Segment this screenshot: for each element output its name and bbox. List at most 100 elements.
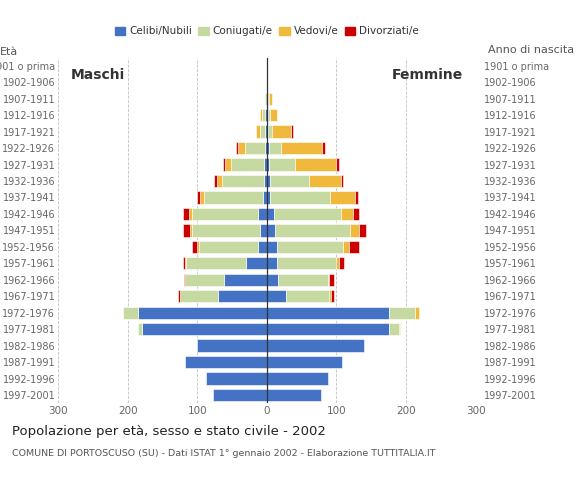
- Text: Età: Età: [0, 47, 18, 57]
- Bar: [270, 192, 330, 204]
- Bar: [183, 224, 190, 237]
- Bar: [330, 192, 355, 204]
- Bar: [399, 323, 400, 336]
- Bar: [267, 224, 275, 237]
- Bar: [262, 109, 266, 121]
- Bar: [267, 323, 389, 336]
- Bar: [191, 224, 260, 237]
- Bar: [295, 158, 336, 171]
- Bar: [266, 109, 267, 121]
- Bar: [267, 109, 268, 121]
- Bar: [340, 208, 353, 220]
- Bar: [268, 109, 270, 121]
- Bar: [267, 372, 328, 384]
- Bar: [340, 175, 343, 187]
- Bar: [184, 356, 267, 368]
- Bar: [329, 290, 331, 302]
- Bar: [179, 290, 180, 302]
- Bar: [268, 125, 271, 138]
- Bar: [291, 125, 292, 138]
- Bar: [212, 389, 267, 401]
- Bar: [343, 240, 349, 253]
- Bar: [191, 208, 259, 220]
- Bar: [270, 175, 309, 187]
- Bar: [259, 208, 267, 220]
- Bar: [353, 208, 358, 220]
- Bar: [218, 290, 267, 302]
- Bar: [184, 274, 186, 286]
- Bar: [259, 240, 267, 253]
- Bar: [123, 307, 138, 319]
- Bar: [269, 93, 273, 105]
- Bar: [267, 389, 321, 401]
- Bar: [205, 372, 267, 384]
- Bar: [264, 175, 267, 187]
- Bar: [350, 224, 358, 237]
- Bar: [222, 175, 264, 187]
- Bar: [225, 158, 231, 171]
- Bar: [142, 323, 267, 336]
- Bar: [329, 274, 334, 286]
- Bar: [277, 257, 336, 269]
- Bar: [267, 307, 389, 319]
- Bar: [197, 240, 198, 253]
- Bar: [336, 158, 339, 171]
- Bar: [271, 125, 291, 138]
- Bar: [322, 142, 325, 154]
- Bar: [270, 109, 277, 121]
- Bar: [267, 339, 364, 352]
- Bar: [267, 208, 274, 220]
- Bar: [186, 274, 224, 286]
- Text: Maschi: Maschi: [71, 68, 125, 82]
- Bar: [190, 224, 191, 237]
- Bar: [267, 125, 268, 138]
- Bar: [266, 125, 267, 138]
- Bar: [328, 274, 329, 286]
- Bar: [267, 192, 270, 204]
- Bar: [189, 208, 191, 220]
- Bar: [238, 142, 245, 154]
- Text: Popolazione per età, sesso e stato civile - 2002: Popolazione per età, sesso e stato civil…: [12, 425, 325, 438]
- Bar: [214, 175, 217, 187]
- Bar: [267, 93, 268, 105]
- Bar: [260, 125, 266, 138]
- Bar: [269, 158, 295, 171]
- Bar: [287, 290, 329, 302]
- Bar: [267, 257, 277, 269]
- Bar: [197, 339, 267, 352]
- Bar: [281, 142, 322, 154]
- Bar: [191, 240, 197, 253]
- Bar: [267, 158, 269, 171]
- Bar: [358, 224, 365, 237]
- Bar: [245, 142, 264, 154]
- Bar: [389, 323, 399, 336]
- Bar: [224, 274, 267, 286]
- Bar: [415, 307, 419, 319]
- Bar: [309, 175, 340, 187]
- Text: Femmine: Femmine: [392, 68, 463, 82]
- Bar: [267, 356, 342, 368]
- Bar: [223, 158, 225, 171]
- Bar: [183, 208, 189, 220]
- Bar: [180, 290, 218, 302]
- Bar: [256, 125, 260, 138]
- Bar: [198, 240, 259, 253]
- Bar: [246, 257, 267, 269]
- Bar: [278, 274, 328, 286]
- Bar: [267, 240, 277, 253]
- Text: Anno di nascita: Anno di nascita: [488, 45, 574, 55]
- Bar: [355, 192, 358, 204]
- Bar: [267, 290, 287, 302]
- Bar: [260, 109, 262, 121]
- Bar: [186, 257, 246, 269]
- Bar: [138, 307, 267, 319]
- Bar: [274, 208, 340, 220]
- Bar: [336, 257, 339, 269]
- Bar: [269, 142, 281, 154]
- Bar: [267, 175, 270, 187]
- Legend: Celibi/Nubili, Coniugati/e, Vedovi/e, Divorziati/e: Celibi/Nubili, Coniugati/e, Vedovi/e, Di…: [113, 24, 421, 38]
- Bar: [263, 192, 267, 204]
- Bar: [331, 290, 333, 302]
- Bar: [275, 224, 350, 237]
- Bar: [183, 257, 186, 269]
